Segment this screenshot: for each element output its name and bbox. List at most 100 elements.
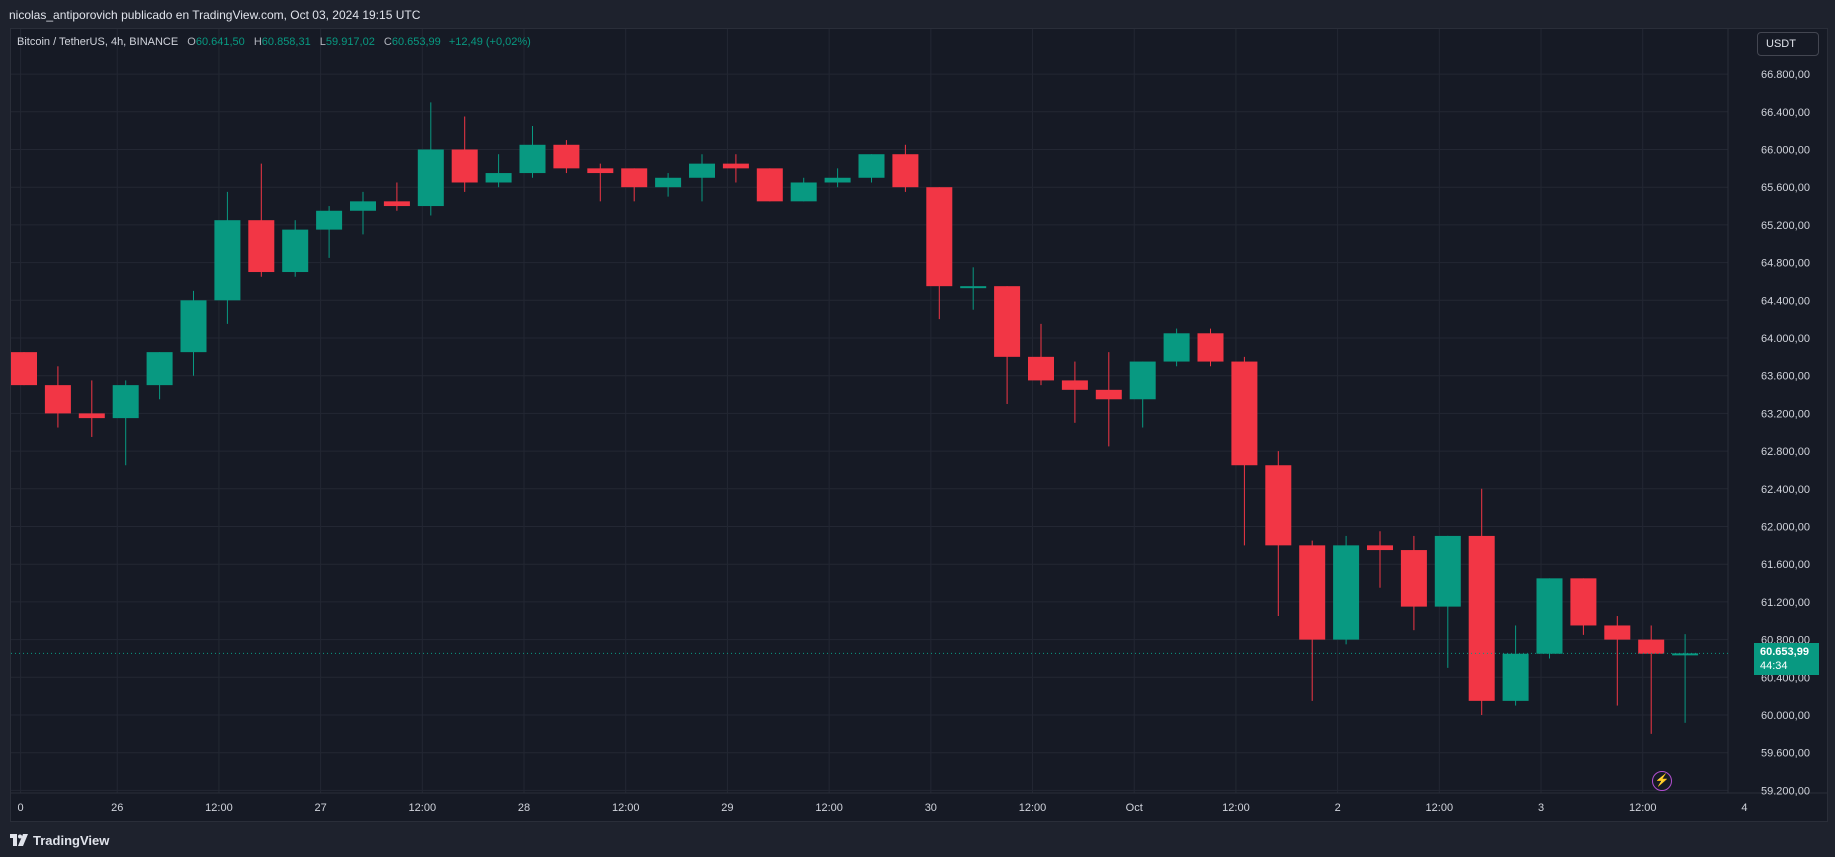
price-tick-label: 63.200,00 (1761, 408, 1810, 420)
candle-body[interactable] (180, 300, 207, 353)
high-key: H (253, 36, 262, 48)
last-price-badge: 60.653,99 44:34 (1754, 643, 1819, 676)
candle-body[interactable] (655, 177, 682, 188)
candle-body[interactable] (78, 413, 105, 419)
candle-body[interactable] (1367, 545, 1393, 551)
candle-body[interactable] (485, 173, 512, 183)
candle-body[interactable] (1333, 545, 1360, 640)
candle-body[interactable] (1570, 578, 1597, 626)
candle-body[interactable] (1028, 356, 1054, 381)
candle-body[interactable] (1672, 653, 1699, 656)
symbol-legend: Bitcoin / TetherUS, 4h, BINANCE O60.641,… (17, 36, 531, 48)
low-value: 59.917,02 (325, 36, 375, 48)
time-tick-label: 12:00 (1629, 802, 1657, 814)
candle-body[interactable] (892, 154, 919, 188)
candle-body[interactable] (1299, 545, 1326, 640)
candle-body[interactable] (1231, 361, 1258, 466)
candle-body[interactable] (790, 182, 817, 202)
candle-body[interactable] (722, 163, 749, 169)
candle-body[interactable] (926, 187, 953, 287)
candle-body[interactable] (994, 286, 1021, 357)
time-tick-label: 2 (1335, 802, 1341, 814)
candle-body[interactable] (146, 352, 173, 386)
candle-body[interactable] (756, 168, 783, 202)
candle-body[interactable] (316, 210, 343, 230)
last-price-value: 60.653,99 (1760, 646, 1809, 659)
candle-body[interactable] (1163, 333, 1190, 362)
brand-label: TradingView (33, 832, 110, 848)
price-tick-label: 62.400,00 (1761, 484, 1810, 496)
bar-countdown: 44:34 (1760, 660, 1788, 673)
time-tick-label: Oct (1126, 802, 1143, 814)
candle-body[interactable] (451, 149, 478, 183)
publisher-text: nicolas_antiporovich publicado en Tradin… (9, 8, 421, 22)
price-tick-label: 62.000,00 (1761, 522, 1810, 534)
candle-body[interactable] (1061, 380, 1088, 390)
price-tick-label: 60.000,00 (1761, 710, 1810, 722)
candle-body[interactable] (112, 385, 139, 419)
change-value: +12,49 (+0,02%) (448, 36, 531, 48)
candle-body[interactable] (824, 177, 851, 183)
candle-body[interactable] (383, 201, 410, 207)
time-tick-label: 12:00 (1426, 802, 1454, 814)
tradingview-logo-icon (10, 834, 28, 846)
time-tick-label: 12:00 (612, 802, 640, 814)
candle-body[interactable] (282, 229, 309, 273)
footer-bar (0, 822, 1835, 857)
candle-body[interactable] (553, 144, 580, 169)
candle-body[interactable] (1604, 625, 1631, 640)
price-tick-label: 65.600,00 (1761, 182, 1810, 194)
candle-body[interactable] (519, 144, 546, 174)
symbol-title[interactable]: Bitcoin / TetherUS, 4h, BINANCE (17, 36, 179, 48)
price-tick-label: 65.200,00 (1761, 220, 1810, 232)
candle-body[interactable] (1129, 361, 1156, 400)
time-tick-label: 3 (1538, 802, 1544, 814)
candle-body[interactable] (689, 163, 715, 178)
candle-body[interactable] (858, 154, 885, 178)
price-tick-label: 66.800,00 (1761, 69, 1810, 81)
candle-body[interactable] (1197, 333, 1224, 362)
price-tick-label: 66.000,00 (1761, 145, 1810, 157)
candle-body[interactable] (248, 220, 275, 273)
price-tick-label: 64.400,00 (1761, 295, 1810, 307)
price-tick-label: 59.600,00 (1761, 748, 1810, 760)
candle-body[interactable] (350, 201, 376, 211)
flash-icon[interactable]: ⚡ (1652, 771, 1672, 791)
open-value: 60.641,50 (195, 36, 245, 48)
candle-body[interactable] (587, 168, 614, 174)
candle-body[interactable] (1265, 465, 1292, 546)
time-tick-label: 27 (315, 802, 327, 814)
time-tick-label: 12:00 (1019, 802, 1047, 814)
price-tick-label: 66.400,00 (1761, 107, 1810, 119)
close-key: C (383, 36, 392, 48)
candle-body[interactable] (1468, 535, 1495, 701)
candle-body[interactable] (1536, 578, 1563, 654)
price-tick-label: 64.000,00 (1761, 333, 1810, 345)
candle-body[interactable] (417, 149, 444, 207)
candle-body[interactable] (960, 286, 987, 289)
time-tick-label: 28 (518, 802, 530, 814)
time-tick-label: 29 (721, 802, 733, 814)
time-tick-label: 12:00 (205, 802, 233, 814)
candles-group (11, 102, 1699, 734)
time-tick-label: 12:00 (409, 802, 437, 814)
high-value: 60.858,31 (261, 36, 311, 48)
candle-body[interactable] (214, 220, 241, 301)
price-tick-label: 63.600,00 (1761, 371, 1810, 383)
candle-body[interactable] (1502, 653, 1529, 701)
candle-body[interactable] (1095, 389, 1122, 400)
currency-button[interactable]: USDT (1757, 32, 1819, 56)
candle-body[interactable] (44, 385, 71, 414)
candle-body[interactable] (1400, 550, 1427, 607)
tradingview-logo[interactable]: TradingView (10, 832, 109, 848)
price-tick-label: 61.200,00 (1761, 597, 1810, 609)
price-tick-label: 64.800,00 (1761, 258, 1810, 270)
candle-body[interactable] (621, 168, 648, 188)
time-tick-label: 30 (925, 802, 937, 814)
candle-body[interactable] (1434, 535, 1461, 607)
candle-body[interactable] (1638, 639, 1665, 654)
time-tick-label: 12:00 (1222, 802, 1250, 814)
price-tick-label: 59.200,00 (1761, 785, 1810, 797)
candle-body[interactable] (11, 352, 37, 386)
